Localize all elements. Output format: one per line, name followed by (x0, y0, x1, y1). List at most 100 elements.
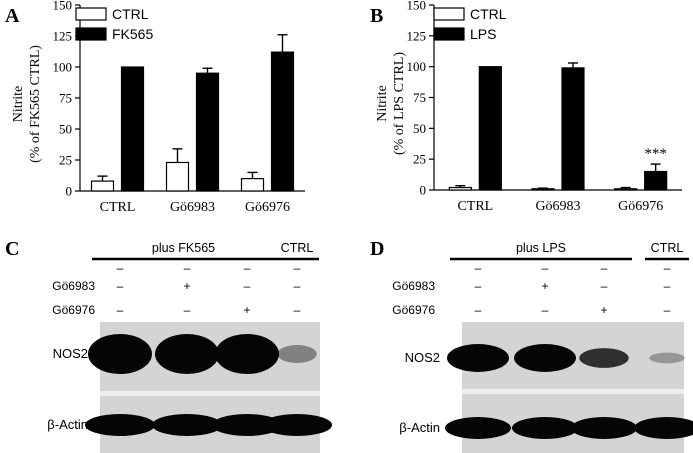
legend-swatch (433, 27, 465, 41)
lane-mark: + (243, 303, 250, 317)
lane-mark: – (664, 261, 671, 275)
blot-band (85, 414, 155, 436)
band-label: NOS2 (53, 346, 88, 361)
lane-mark: + (183, 279, 190, 293)
y-tick-label: 75 (59, 91, 72, 106)
blot-band (212, 414, 282, 436)
lane-mark: – (542, 303, 549, 317)
blot-band (277, 345, 317, 363)
blot-band (571, 417, 637, 439)
y-tick-label: 150 (53, 0, 73, 13)
x-tick-label: Gö6976 (245, 200, 290, 215)
treatment-label: Gö6976 (392, 303, 435, 317)
group-label-control: CTRL (281, 241, 314, 255)
lane-mark: – (117, 279, 124, 293)
bar (448, 186, 472, 191)
blot-band (445, 417, 511, 439)
lane-mark: + (600, 303, 607, 317)
bar (614, 188, 638, 191)
y-tick-label: 25 (413, 152, 426, 167)
y-tick-label: 75 (413, 90, 426, 105)
lane-mark: – (542, 261, 549, 275)
blot-band (649, 352, 685, 364)
y-tick-label: 0 (420, 183, 427, 198)
blot-band (634, 417, 693, 439)
band-label: β-Actin (47, 417, 88, 432)
band-label: NOS2 (405, 350, 440, 365)
treatment-label: Gö6983 (52, 279, 95, 293)
legend-swatch (75, 7, 107, 21)
legend-label: LPS (470, 26, 496, 42)
chart-panel-a: A 0 25 50 75 100 125 150 Nitrite (% of FK565 CTRL… (5, 0, 305, 215)
lane-mark: – (664, 303, 671, 317)
y-tick-label: 100 (407, 59, 427, 74)
y-axis-title: Nitrite (11, 86, 26, 123)
lane-mark: – (244, 279, 251, 293)
lane-mark: + (541, 279, 548, 293)
lane-mark: – (184, 261, 191, 275)
lane-mark: – (294, 261, 301, 275)
lane-mark: – (294, 303, 301, 317)
treatment-label: Gö6976 (52, 303, 95, 317)
blot-divider (100, 391, 320, 396)
lane-mark: – (601, 279, 608, 293)
bar (561, 67, 585, 191)
chart-panel-b: B 0 25 50 75 100 125 150 Nitrite (% of LPS CTRL) C… (370, 0, 682, 214)
blot-band (447, 344, 509, 372)
y-axis-title: (% of LPS CTRL) (392, 52, 407, 155)
lane-mark: – (117, 303, 124, 317)
bar (531, 188, 555, 191)
blot-band (579, 348, 629, 368)
bar (240, 178, 265, 192)
panel-letter: C (5, 238, 19, 260)
bar (165, 161, 190, 192)
legend-swatch (433, 7, 465, 21)
lane-mark: – (664, 279, 671, 293)
lane-mark: – (294, 279, 301, 293)
blot-band (512, 417, 578, 439)
treatment-label: Gö6983 (392, 279, 435, 293)
x-tick-label: CTRL (100, 200, 136, 215)
lane-mark: – (475, 261, 482, 275)
bar (644, 170, 668, 191)
bar (195, 72, 220, 192)
y-tick-label: 0 (66, 184, 73, 199)
lane-mark: – (117, 261, 124, 275)
y-tick-label: 150 (407, 0, 427, 13)
y-axis-title: (% of FK565 CTRL) (28, 45, 43, 163)
y-tick-label: 125 (407, 28, 427, 43)
group-label-control: CTRL (651, 241, 684, 255)
y-tick-label: 50 (59, 122, 72, 137)
x-tick-label: Gö6983 (535, 199, 580, 214)
bar (120, 66, 145, 192)
x-tick-label: Gö6976 (618, 199, 663, 214)
blot-band (88, 334, 152, 374)
lane-mark: – (244, 261, 251, 275)
x-tick-label: CTRL (457, 199, 493, 214)
blot-band (262, 414, 332, 436)
y-tick-label: 100 (53, 60, 73, 75)
panel-letter: D (370, 238, 384, 260)
lane-mark: – (475, 279, 482, 293)
blot-band (155, 334, 219, 374)
y-tick-label: 125 (53, 29, 73, 44)
blot-divider (462, 389, 684, 394)
x-tick-label: Gö6983 (170, 200, 215, 215)
panel-letter: A (5, 5, 20, 27)
group-label-treated: plus LPS (516, 241, 566, 255)
panel-letter: B (370, 5, 383, 27)
blot-band (514, 344, 576, 372)
legend-label: CTRL (470, 6, 507, 22)
band-label: β-Actin (399, 420, 440, 435)
y-tick-label: 25 (59, 153, 72, 168)
significance-annotation: *** (644, 146, 667, 162)
legend-label: CTRL (112, 6, 149, 22)
bar (478, 66, 502, 191)
lane-mark: – (475, 303, 482, 317)
bar (270, 51, 295, 192)
blot-band (215, 334, 279, 374)
y-axis-title: Nitrite (375, 85, 390, 122)
